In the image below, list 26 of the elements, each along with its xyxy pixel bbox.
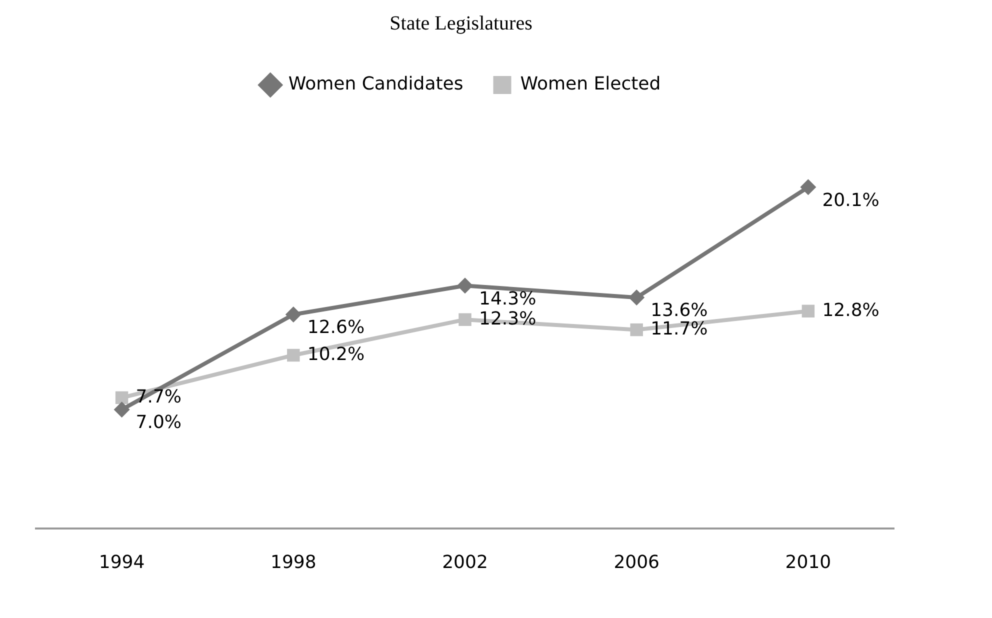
data-label: 12.6% xyxy=(307,317,365,338)
point xyxy=(802,304,815,318)
x-tick-label: 1998 xyxy=(270,552,316,573)
x-tick-label: 1994 xyxy=(98,552,145,573)
chart-title: State Legislatures xyxy=(390,12,533,34)
point xyxy=(457,278,473,294)
legend-label: Women Candidates xyxy=(288,74,464,95)
data-label: 10.2% xyxy=(307,344,365,365)
data-label: 14.3% xyxy=(479,288,536,310)
point xyxy=(114,402,130,418)
x-tick-label: 2002 xyxy=(442,552,488,573)
point xyxy=(285,306,302,323)
point xyxy=(458,313,472,326)
point xyxy=(800,179,816,196)
point xyxy=(287,348,300,362)
data-label: 20.1% xyxy=(822,190,880,211)
data-label: 7.7% xyxy=(136,386,182,408)
point xyxy=(630,323,643,336)
x-tick-label: 2006 xyxy=(614,552,660,573)
data-label: 12.3% xyxy=(479,308,536,330)
legend-label: Women Elected xyxy=(520,74,661,95)
point xyxy=(115,391,128,404)
data-label: 12.8% xyxy=(822,300,880,321)
point xyxy=(628,290,645,306)
x-tick-label: 2010 xyxy=(785,552,832,573)
data-label: 7.0% xyxy=(136,412,182,434)
